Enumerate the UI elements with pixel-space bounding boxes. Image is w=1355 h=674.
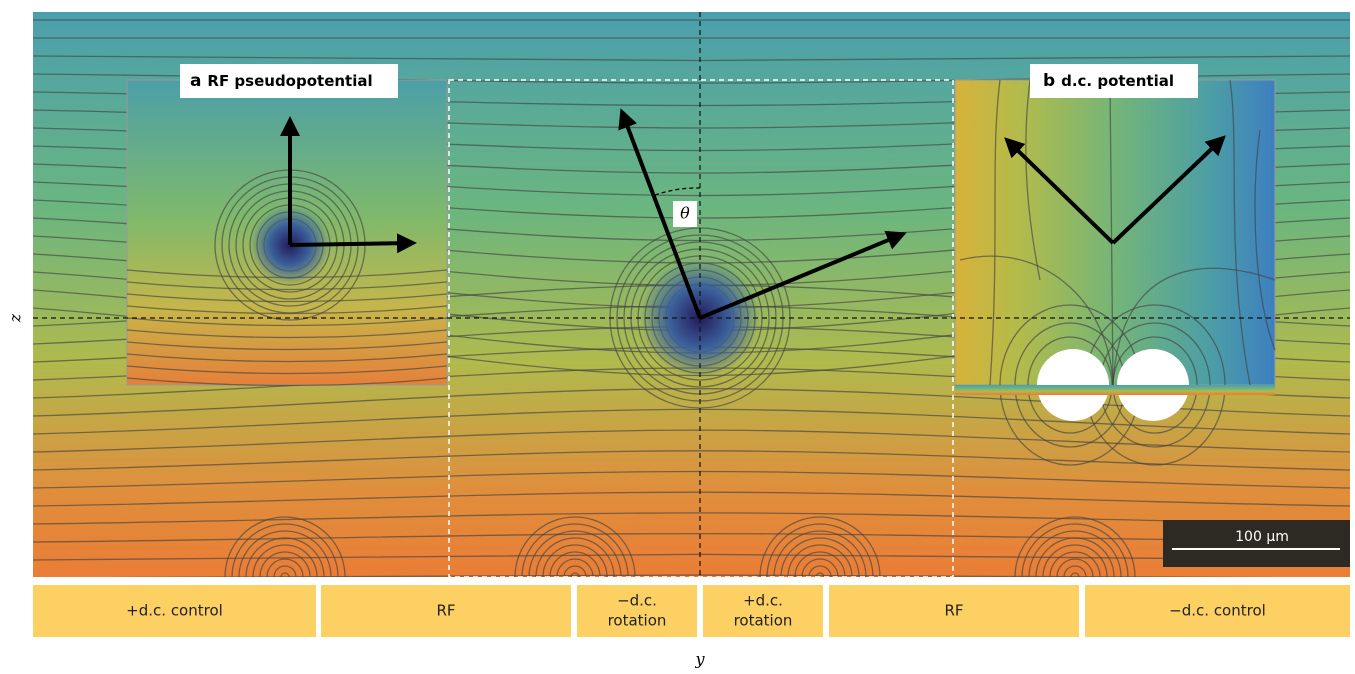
panel-letter: a RF pseudopotential [190, 71, 373, 91]
electrode-label: rotation [734, 612, 793, 630]
electrode-label: +d.c. [743, 592, 783, 610]
axis-label-z: z [6, 313, 25, 323]
panel-letter: b d.c. potential [1043, 71, 1174, 91]
inset-b [955, 80, 1275, 385]
electrode-label: −d.c. [617, 592, 657, 610]
scale-bar-label: 100 μm [1235, 529, 1289, 545]
panel-title: d.c. potential [1061, 72, 1174, 90]
electrode-label: +d.c. control [126, 602, 223, 620]
electrode-label: −d.c. control [1169, 602, 1266, 620]
angle-label: θ [680, 204, 690, 223]
electrode-label: RF [944, 602, 963, 620]
electrodes: +d.c. control RF −d.c. rotation +d.c. rotatio… [33, 585, 1350, 637]
panel-letter: b [1043, 71, 1055, 91]
figure: θ a RF pseudopotential b d.c. potential … [0, 0, 1355, 670]
electrode-label: rotation [608, 612, 667, 630]
electrode-label: RF [436, 602, 455, 620]
panel-letter: a [190, 71, 201, 91]
panel-title: RF pseudopotential [207, 72, 372, 90]
axis-label-y: y [694, 650, 705, 669]
